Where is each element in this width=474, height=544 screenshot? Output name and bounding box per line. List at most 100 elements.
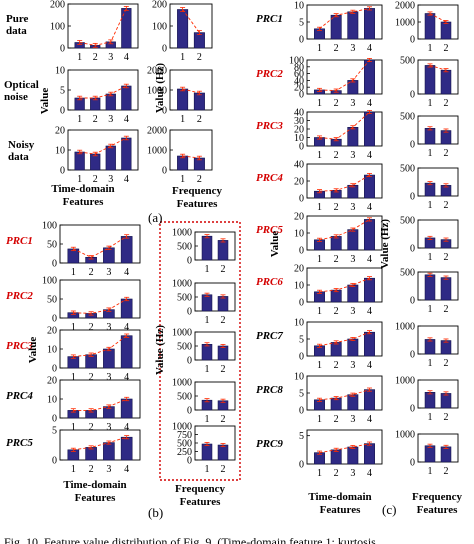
figure-caption: Fig. 10. Feature value distribution of F… [4, 535, 376, 544]
trend-line [319, 174, 370, 192]
chart-c-prc1-freq: 0 1000 2000 1 2 [395, 1, 459, 54]
bar [347, 394, 359, 411]
chart-b-prc4-time: 0 10 20 1 2 3 4 PRC4 [6, 376, 141, 433]
y-tick-label: 0 [299, 460, 304, 471]
bar [364, 331, 375, 357]
y-tick-label: 1000 [172, 378, 192, 389]
bar [347, 229, 359, 251]
y-tick-label: 0 [162, 44, 167, 55]
chart-c-prc4-time: 0 20 40 1 2 3 4 PRC4 [256, 160, 383, 213]
a-freq-axis-label-1: Frequency [172, 185, 222, 197]
y-tick-label: 0 [52, 259, 57, 270]
row-label: PRC7 [256, 330, 283, 342]
x-tick-label: 1 [205, 364, 210, 375]
a-value-label: Value [39, 88, 51, 115]
plot-frame [169, 129, 213, 171]
y-tick-label: 20 [294, 83, 304, 94]
c-freq-axis-label-2: Features [417, 504, 458, 516]
bar [440, 130, 452, 145]
y-tick-label: 5 [299, 431, 304, 442]
x-tick-label: 4 [124, 464, 129, 475]
x-tick-label: 3 [106, 422, 111, 433]
x-tick-label: 1 [71, 267, 76, 278]
x-tick-label: 4 [367, 360, 372, 371]
y-tick-label: 0 [410, 192, 415, 203]
x-tick-label: 4 [124, 372, 129, 383]
x-tick-label: 2 [197, 52, 202, 63]
x-tick-label: 2 [444, 466, 449, 477]
x-tick-label: 2 [89, 372, 94, 383]
bar [103, 348, 115, 369]
y-tick-label: 0 [52, 364, 57, 375]
y-tick-label: 20 [294, 212, 304, 223]
trend-line [319, 111, 370, 140]
y-tick-label: 0 [162, 106, 167, 117]
chart-c-prc6-freq: 0 500 1 2 [400, 268, 459, 315]
panel-b-label: (b) [148, 505, 163, 520]
trend-line [73, 398, 127, 411]
x-tick-label: 3 [106, 322, 111, 333]
row-label: PRC4 [256, 172, 283, 184]
x-tick-label: 1 [428, 412, 433, 423]
y-tick-label: 0 [299, 142, 304, 153]
y-tick-label: 0 [52, 314, 57, 325]
bar [201, 294, 213, 312]
chart-c-prc7-freq: 0 1000 1 2 [395, 322, 459, 369]
chart-b-prc4-freq: 0 500 1000 1 2 [172, 378, 236, 425]
y-tick-label: 20 [294, 177, 304, 188]
bar [364, 8, 375, 40]
trend-line [182, 88, 200, 94]
x-tick-label: 1 [317, 98, 322, 109]
y-tick-label: 0 [410, 350, 415, 361]
chart-c-prc9-freq: 0 1000 1 2 [395, 430, 459, 477]
row-label: data [6, 25, 27, 37]
row-label: PRC6 [256, 276, 283, 288]
y-tick-label: 500 [400, 112, 415, 123]
y-tick-label: 250 [177, 447, 192, 458]
y-tick-label: 500 [177, 342, 192, 353]
bar [424, 128, 436, 145]
x-tick-label: 1 [317, 150, 322, 161]
x-tick-label: 3 [350, 43, 355, 54]
row-label: PRC3 [6, 340, 33, 352]
x-tick-label: 2 [444, 412, 449, 423]
plot-frame [417, 433, 459, 463]
row-label: PRC5 [6, 437, 33, 449]
plot-frame [417, 271, 459, 301]
bar [120, 398, 133, 419]
y-tick-label: 0 [299, 246, 304, 257]
x-tick-label: 1 [428, 200, 433, 211]
chart-b-prc5-time: 0 5 1 2 3 4 PRC5 [6, 426, 141, 475]
bar [330, 449, 342, 465]
y-tick-label: 750 [177, 430, 192, 441]
row-label: Pure [6, 13, 29, 25]
y-tick-label: 40 [294, 108, 304, 119]
y-tick-label: 500 [400, 56, 415, 67]
bar [440, 21, 452, 40]
x-tick-label: 3 [106, 372, 111, 383]
bar [74, 151, 85, 171]
y-tick-label: 500 [177, 293, 192, 304]
trend-line [319, 277, 370, 293]
y-tick-label: 80 [294, 62, 304, 73]
bar [201, 235, 213, 261]
y-tick-label: 100 [50, 22, 65, 33]
chart-b-prc2-time: 0 50 100 1 2 3 4 PRC2 [6, 276, 141, 333]
y-tick-label: 5 [299, 335, 304, 346]
x-tick-label: 2 [221, 414, 226, 425]
chart-b-prc2-freq: 0 500 1000 1 2 [172, 279, 236, 326]
trend-line [182, 155, 200, 159]
y-tick-label: 0 [299, 298, 304, 309]
y-tick-label: 0 [60, 44, 65, 55]
bar [217, 296, 229, 312]
bar [193, 92, 205, 111]
y-tick-label: 500 [177, 392, 192, 403]
b-freq-axis-label-2: Features [180, 496, 221, 508]
plot-frame [194, 331, 236, 361]
y-tick-label: 10 [47, 395, 57, 406]
row-label: PRC4 [6, 390, 33, 402]
trend-line [79, 8, 127, 46]
x-tick-label: 3 [350, 414, 355, 425]
